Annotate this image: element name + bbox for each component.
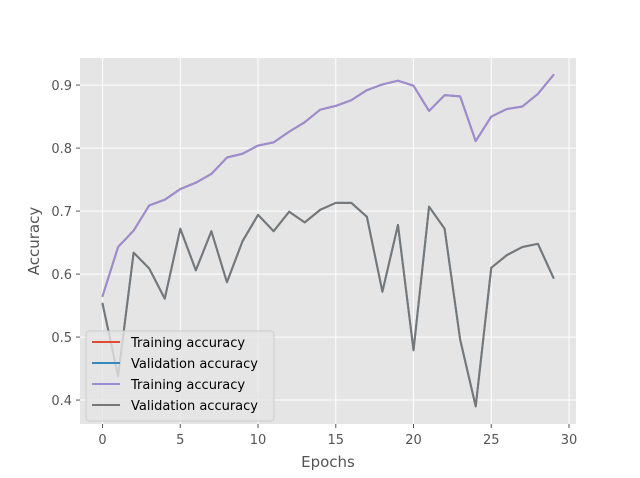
x-tick-label: 5 <box>176 433 184 448</box>
y-tick-label: 0.7 <box>51 205 72 220</box>
y-axis-ticks: 0.4 0.5 0.6 0.7 0.8 0.9 <box>51 79 80 409</box>
series-line-2 <box>101 74 555 298</box>
legend-box <box>85 330 275 422</box>
x-tick-label: 25 <box>483 433 500 448</box>
y-tick-label: 0.8 <box>51 142 72 157</box>
legend-label: Training accuracy <box>130 336 245 351</box>
series-line-3 <box>101 201 555 408</box>
x-tick-label: 0 <box>98 433 106 448</box>
x-tick-label: 20 <box>405 433 422 448</box>
x-tick-label: 15 <box>328 433 345 448</box>
y-tick-label: 0.6 <box>51 268 72 283</box>
x-tick-label: 30 <box>561 433 578 448</box>
y-tick-label: 0.4 <box>51 394 72 409</box>
legend-label: Validation accuracy <box>131 399 258 414</box>
y-axis-label: Accuracy <box>25 207 43 276</box>
x-tick-label: 10 <box>250 433 267 448</box>
legend: Training accuracy Validation accuracy Trai… <box>85 330 275 422</box>
legend-label: Training accuracy <box>130 378 245 393</box>
y-tick-label: 0.9 <box>51 79 72 94</box>
y-tick-label: 0.5 <box>51 331 72 346</box>
x-axis-label: Epochs <box>301 453 355 471</box>
legend-label: Validation accuracy <box>131 357 258 372</box>
x-axis-ticks: 0 5 10 15 20 25 30 <box>98 424 577 448</box>
series-lines <box>101 74 555 408</box>
